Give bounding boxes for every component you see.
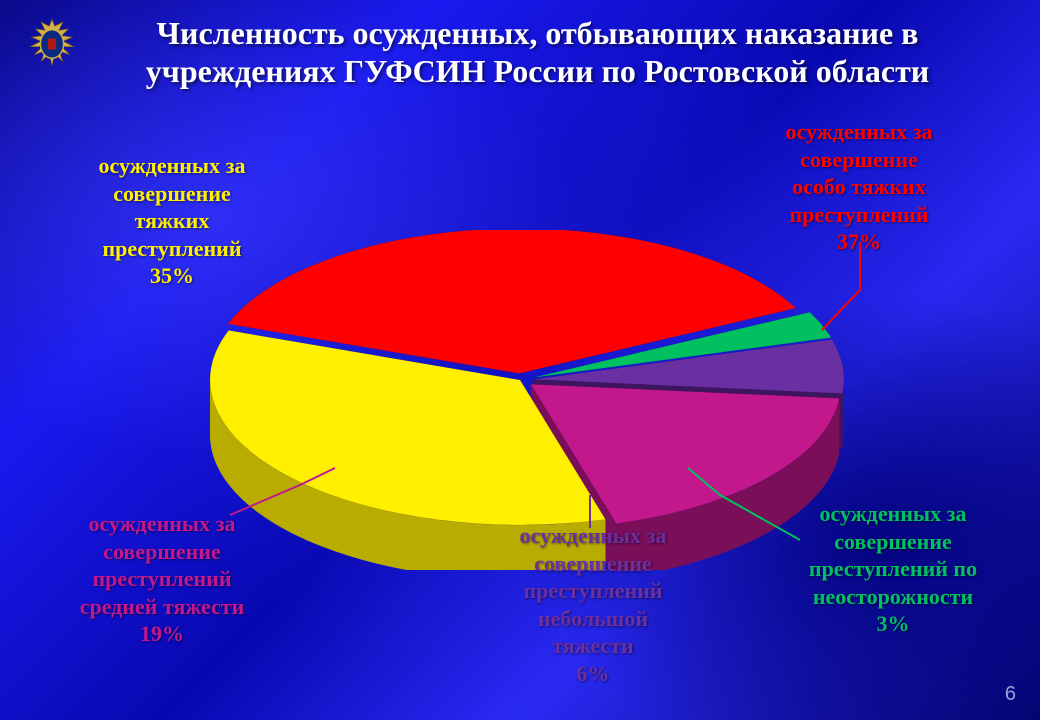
label-especially_grave: осужденных за совершение особо тяжких пр… <box>744 118 974 256</box>
slide-title: Численность осужденных, отбывающих наказ… <box>95 15 980 91</box>
label-negligence: осужденных за совершение преступлений по… <box>778 500 1008 638</box>
label-medium: осужденных за совершение преступлений ср… <box>42 510 282 648</box>
label-grave: осужденных за совершение тяжких преступл… <box>62 152 282 290</box>
fsin-emblem-icon <box>18 14 86 82</box>
label-minor: осужденных за совершение преступлений не… <box>488 522 698 687</box>
page-number: 6 <box>1005 683 1016 706</box>
slide: Численность осужденных, отбывающих наказ… <box>0 0 1040 720</box>
